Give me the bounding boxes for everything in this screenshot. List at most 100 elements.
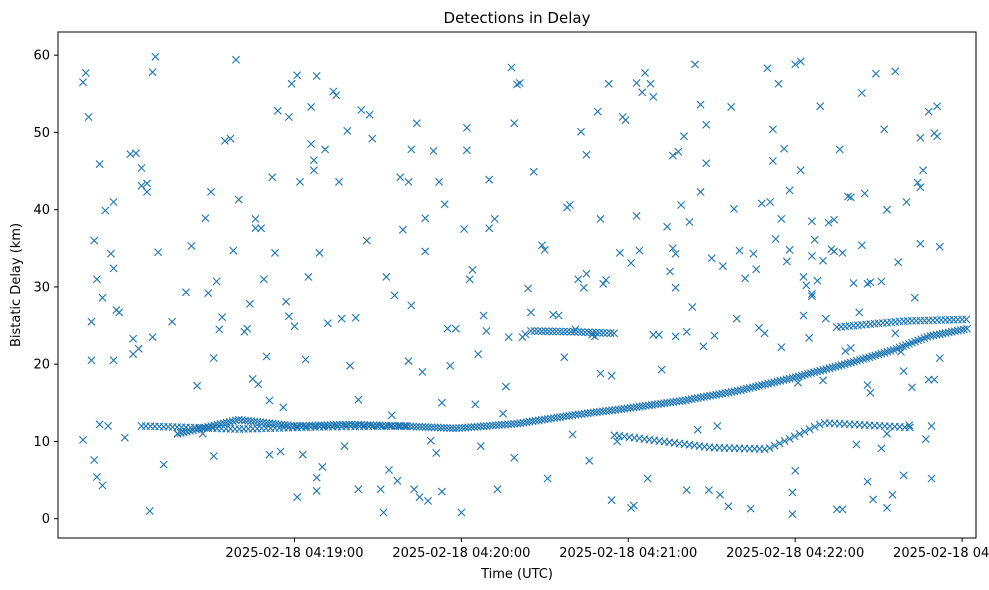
data-point <box>412 119 421 128</box>
data-point <box>871 351 880 360</box>
data-point <box>209 354 218 362</box>
data-point <box>311 421 320 430</box>
data-point <box>279 403 288 412</box>
data-point <box>730 387 739 396</box>
data-point <box>877 444 886 453</box>
data-point <box>830 247 839 256</box>
data-point <box>815 420 824 429</box>
data-point <box>788 488 797 497</box>
data-point <box>387 411 396 420</box>
data-point <box>849 357 858 366</box>
data-point <box>354 395 363 404</box>
data-point <box>599 279 608 288</box>
data-point <box>571 325 580 334</box>
data-point <box>521 330 530 339</box>
data-point <box>868 352 877 361</box>
data-point <box>510 453 519 462</box>
data-point <box>856 355 864 364</box>
data-point <box>109 264 118 273</box>
data-point <box>332 91 341 100</box>
data-point <box>831 362 840 371</box>
data-point <box>282 297 291 306</box>
data-point <box>471 400 480 409</box>
data-point <box>932 330 941 339</box>
data-point <box>782 375 791 384</box>
data-point <box>470 422 479 431</box>
data-point <box>293 71 302 80</box>
data-point <box>632 211 641 220</box>
data-point <box>699 342 708 351</box>
data-point <box>777 343 786 352</box>
data-point <box>687 395 696 404</box>
data-point <box>923 332 932 341</box>
data-point <box>365 110 374 119</box>
data-point <box>863 477 872 486</box>
data-point <box>218 313 227 322</box>
data-point <box>390 291 399 300</box>
data-point <box>899 471 908 480</box>
data-point <box>668 244 677 253</box>
x-tick-label: 2025-02-18 04:23:00 <box>893 546 989 561</box>
data-point <box>905 421 914 430</box>
data-point <box>435 177 444 186</box>
data-point <box>421 214 430 223</box>
data-point <box>621 116 630 125</box>
data-point <box>368 134 377 143</box>
data-point <box>785 186 794 195</box>
data-point <box>863 381 872 389</box>
data-point <box>485 175 494 184</box>
data-point <box>596 369 605 378</box>
data-point <box>702 120 711 129</box>
data-point <box>232 55 240 64</box>
data-point <box>610 329 619 338</box>
data-point <box>704 486 713 495</box>
data-point <box>98 481 107 490</box>
data-point <box>243 324 252 333</box>
data-point <box>312 72 321 80</box>
data-point <box>304 272 313 281</box>
data-point <box>309 166 318 175</box>
data-point <box>530 327 539 335</box>
data-point <box>877 277 886 286</box>
data-point <box>800 427 809 436</box>
data-point <box>635 246 644 255</box>
data-point <box>476 442 485 451</box>
data-point <box>779 376 788 385</box>
data-point <box>852 440 861 449</box>
data-point <box>581 328 590 337</box>
data-point <box>204 289 213 298</box>
data-point <box>724 502 733 511</box>
data-point <box>251 214 260 223</box>
data-point <box>429 147 438 155</box>
data-point <box>154 248 163 257</box>
data-point <box>613 437 622 446</box>
data-point <box>312 473 321 482</box>
data-point <box>384 421 393 430</box>
y-axis: 0 10 20 30 40 50 60 <box>33 49 58 527</box>
data-point <box>439 423 448 432</box>
data-point <box>482 422 491 430</box>
data-point <box>791 466 800 475</box>
data-point <box>262 352 271 361</box>
data-point <box>816 366 825 375</box>
data-point <box>606 329 615 338</box>
data-point <box>577 328 586 337</box>
data-point <box>198 429 207 438</box>
data-point <box>819 365 828 374</box>
data-point <box>891 67 900 76</box>
data-point <box>713 422 722 430</box>
data-point <box>529 167 538 176</box>
data-point <box>919 166 928 175</box>
data-point <box>563 327 572 336</box>
data-point <box>945 315 954 324</box>
data-point <box>760 445 769 454</box>
data-point <box>745 384 754 392</box>
data-point <box>916 316 925 325</box>
data-point <box>442 423 451 432</box>
data-point <box>924 375 933 384</box>
data-point <box>785 434 794 443</box>
data-point <box>835 145 844 154</box>
data-point <box>409 422 418 431</box>
data-point <box>401 422 410 430</box>
data-point <box>883 429 891 438</box>
